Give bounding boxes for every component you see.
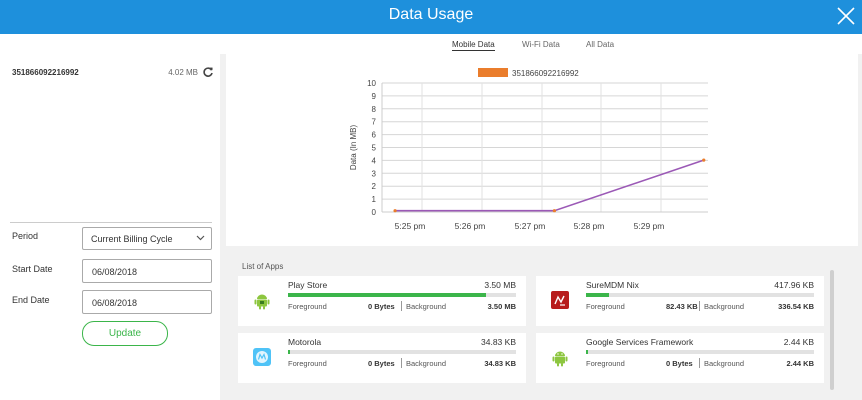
foreground-label: Foreground [586, 359, 625, 368]
apps-scrollbar[interactable] [830, 270, 834, 390]
apps-section-label: List of Apps [242, 262, 284, 271]
foreground-label: Foreground [288, 359, 327, 368]
app-name: Motorola [288, 337, 322, 347]
legend-label: 351866092216992 [512, 69, 579, 78]
y-tick-label: 6 [372, 131, 377, 140]
app-name: SureMDM Nix [586, 280, 639, 290]
y-tick-label: 1 [372, 195, 377, 204]
chart-panel: 0 1 2 3 4 5 6 7 8 9 10 5:25 pm 5:26 pm 5:27 pm 5:28 pm… [226, 54, 858, 246]
background-label: Background [406, 302, 447, 311]
close-icon[interactable] [834, 4, 858, 28]
foreground-label: Foreground [586, 302, 625, 311]
device-row[interactable]: 351866092216992 4.02 MB [12, 66, 214, 82]
usage-bar-fill [586, 293, 609, 297]
legend-swatch [478, 68, 508, 77]
refresh-icon[interactable] [202, 66, 214, 78]
y-tick-label: 2 [372, 182, 377, 191]
y-tick-label: 7 [372, 118, 377, 127]
series-line [395, 159, 705, 212]
window-title: Data Usage [388, 6, 474, 23]
separator [699, 301, 700, 311]
tab-mobile-data[interactable]: Mobile Data [452, 40, 495, 51]
usage-bar [288, 293, 516, 297]
title-bar: Data Usage [0, 0, 862, 34]
background-label: Background [704, 359, 745, 368]
end-date-label: End Date [12, 295, 50, 305]
background-value: 3.50 MB [487, 302, 516, 311]
y-axis-label: Data (In MB) [349, 124, 358, 170]
usage-bar-fill [288, 293, 487, 297]
usage-bar [586, 350, 814, 354]
app-card[interactable]: Google Services Framework 2.44 KB Foregr… [536, 333, 824, 383]
y-tick-label: 3 [372, 169, 377, 178]
usage-bar [288, 350, 516, 354]
app-total: 34.83 KB [481, 337, 516, 347]
y-tick-label: 0 [372, 208, 377, 217]
background-label: Background [406, 359, 447, 368]
y-tick-label: 8 [372, 105, 377, 114]
start-date-input[interactable]: 06/08/2018 [82, 259, 212, 283]
data-type-tabs: Mobile Data Wi-Fi Data All Data [220, 34, 862, 54]
y-tick-label: 9 [372, 92, 377, 101]
device-usage: 4.02 MB [168, 68, 198, 77]
x-tick-label: 5:27 pm [515, 221, 546, 231]
usage-bar [586, 293, 814, 297]
usage-line-chart: 0 1 2 3 4 5 6 7 8 9 10 5:25 pm 5:26 pm 5:27 pm 5:28 pm… [349, 68, 708, 231]
period-label: Period [12, 231, 39, 241]
y-tick-label: 4 [372, 156, 377, 165]
background-label: Background [704, 302, 745, 311]
app-total: 2.44 KB [783, 337, 814, 347]
data-point [552, 209, 556, 213]
app-total: 417.96 KB [774, 280, 814, 290]
app-name: Google Services Framework [586, 337, 694, 347]
end-date-input[interactable]: 06/08/2018 [82, 290, 212, 314]
x-tick-label: 5:26 pm [455, 221, 486, 231]
app-card[interactable]: SureMDM Nix 417.96 KB Foreground 82.43 K… [536, 276, 824, 326]
x-tick-label: 5:25 pm [395, 221, 426, 231]
foreground-value: 0 Bytes [368, 359, 395, 368]
app-card[interactable]: Play Store 3.50 MB Foreground 0 Bytes Ba… [238, 276, 526, 326]
device-id: 351866092216992 [12, 68, 79, 77]
background-value: 336.54 KB [778, 302, 814, 311]
foreground-value: 0 Bytes [368, 302, 395, 311]
suremdm-nix-icon [551, 291, 569, 309]
foreground-value: 82.43 KB [666, 302, 698, 311]
separator [401, 358, 402, 368]
period-select-value: Current Billing Cycle [91, 234, 173, 244]
app-card[interactable]: Motorola 34.83 KB Foreground 0 Bytes Bac… [238, 333, 526, 383]
period-select[interactable]: Current Billing Cycle [82, 227, 212, 250]
tab-all-data[interactable]: All Data [586, 40, 615, 49]
y-tick-label: 5 [372, 144, 377, 153]
android-icon [254, 293, 270, 310]
app-total: 3.50 MB [484, 280, 516, 290]
start-date-label: Start Date [12, 264, 53, 274]
separator [699, 358, 700, 368]
android-icon [552, 351, 568, 367]
x-tick-label: 5:29 pm [634, 221, 665, 231]
motorola-icon [253, 348, 271, 366]
foreground-label: Foreground [288, 302, 327, 311]
foreground-value: 0 Bytes [666, 359, 693, 368]
usage-bar-fill [288, 350, 291, 354]
x-tick-label: 5:28 pm [574, 221, 605, 231]
divider [10, 222, 212, 223]
background-value: 2.44 KB [786, 359, 814, 368]
data-point [393, 209, 397, 213]
usage-bar-fill [586, 350, 589, 354]
data-point [702, 158, 706, 162]
tab-wifi-data[interactable]: Wi-Fi Data [522, 40, 560, 49]
app-name: Play Store [288, 280, 328, 290]
update-button[interactable]: Update [82, 321, 168, 346]
background-value: 34.83 KB [484, 359, 516, 368]
separator [401, 301, 402, 311]
chevron-down-icon [196, 235, 205, 241]
y-tick-label: 10 [367, 79, 376, 88]
